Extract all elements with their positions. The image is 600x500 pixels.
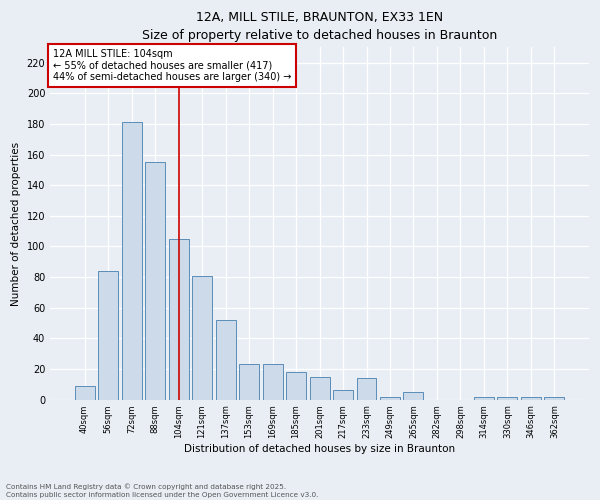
Bar [333,390,353,400]
Text: 12A MILL STILE: 104sqm
← 55% of detached houses are smaller (417)
44% of semi-de: 12A MILL STILE: 104sqm ← 55% of detached… [53,49,291,82]
Bar [544,396,565,400]
Bar [310,376,329,400]
Bar [286,372,306,400]
Bar [356,378,376,400]
Bar [380,396,400,400]
Bar [215,320,236,400]
Bar [263,364,283,400]
Y-axis label: Number of detached properties: Number of detached properties [11,142,21,306]
Bar [145,162,165,400]
X-axis label: Distribution of detached houses by size in Braunton: Distribution of detached houses by size … [184,444,455,454]
Bar [98,271,118,400]
Bar [192,276,212,400]
Bar [169,239,188,400]
Bar [122,122,142,400]
Bar [474,396,494,400]
Text: Contains HM Land Registry data © Crown copyright and database right 2025.
Contai: Contains HM Land Registry data © Crown c… [6,484,319,498]
Bar [403,392,424,400]
Title: 12A, MILL STILE, BRAUNTON, EX33 1EN
Size of property relative to detached houses: 12A, MILL STILE, BRAUNTON, EX33 1EN Size… [142,11,497,42]
Bar [74,386,95,400]
Bar [521,396,541,400]
Bar [239,364,259,400]
Bar [497,396,517,400]
